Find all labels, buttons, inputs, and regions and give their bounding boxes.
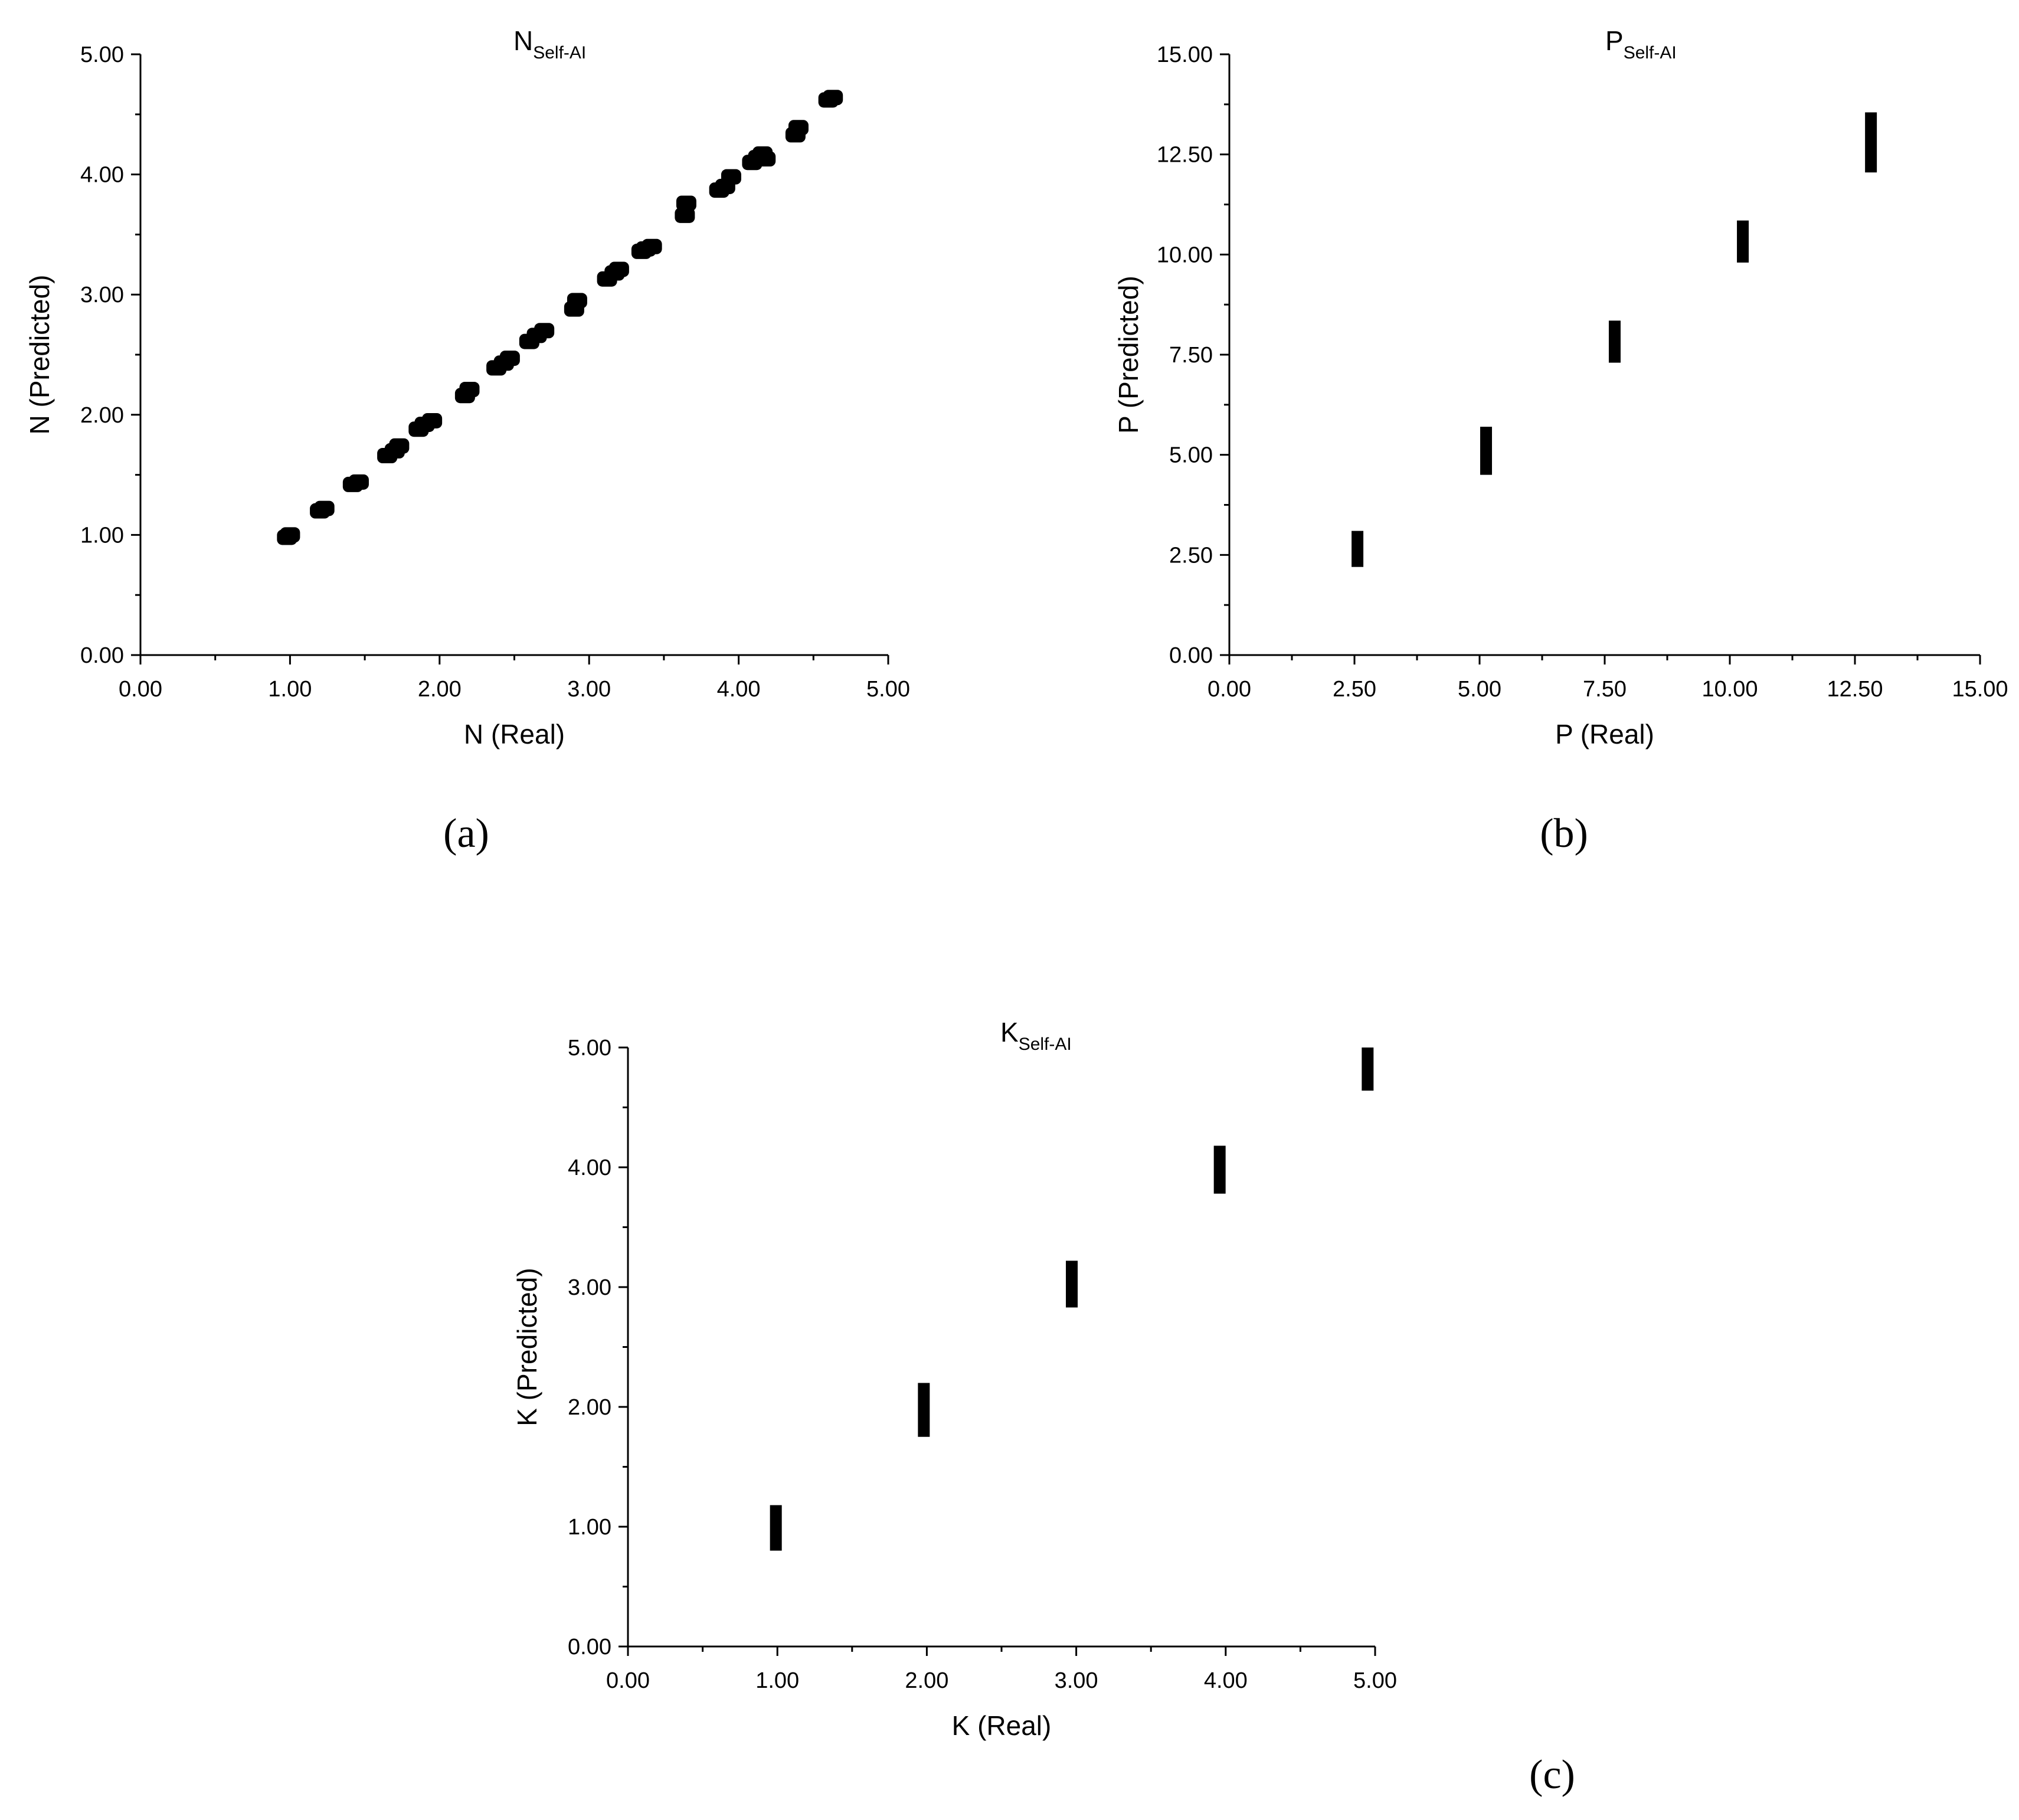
data-point (422, 413, 443, 428)
panel-label: (a) (443, 811, 489, 856)
chart-title: PSelf-AI (1605, 25, 1677, 63)
y-tick-label: 2.00 (568, 1395, 611, 1420)
data-point (1480, 427, 1493, 475)
data-point (1362, 1048, 1374, 1091)
x-tick-label: 12.50 (1827, 677, 1883, 702)
x-tick-label: 1.00 (755, 1668, 799, 1693)
data-point (567, 293, 587, 309)
x-tick-label: 2.00 (905, 1668, 948, 1693)
data-point (348, 474, 369, 490)
x-tick-label: 4.00 (717, 677, 761, 702)
data-point (823, 90, 843, 106)
title-subscript: Self-AI (1019, 1035, 1072, 1054)
x-axis-label: N (Real) (464, 719, 565, 749)
x-tick-label: 0.00 (606, 1668, 650, 1693)
data-point (1608, 320, 1621, 363)
y-tick-label: 1.00 (568, 1515, 611, 1540)
title-subscript: Self-AI (1624, 43, 1677, 63)
y-tick-label: 2.50 (1169, 543, 1213, 568)
data-point (770, 1505, 782, 1551)
x-tick-label: 2.50 (1333, 677, 1376, 702)
data-point (642, 238, 662, 254)
x-tick-label: 5.00 (1458, 677, 1501, 702)
y-tick-label: 5.00 (568, 1036, 611, 1060)
chart-b: 0.00 0.00 2.50 2.50 5.00 5.00 7.50 7.50 10.00 10.… (1113, 25, 2008, 856)
x-tick-label: 4.00 (1204, 1668, 1248, 1693)
data-point (534, 323, 555, 339)
x-tick-label: 7.50 (1583, 677, 1627, 702)
data-point (676, 195, 696, 211)
x-tick-label: 0.00 (119, 677, 162, 702)
panel-label: (b) (1540, 811, 1588, 856)
y-axis-label: N (Predicted) (24, 275, 55, 435)
x-tick-label: 5.00 (866, 677, 910, 702)
y-tick-label: 3.00 (568, 1275, 611, 1300)
title-subscript: Self-AI (533, 43, 586, 63)
data-point (314, 500, 335, 516)
data-point (1352, 531, 1364, 567)
y-tick-label: 0.00 (1169, 643, 1213, 668)
y-tick-label: 3.00 (80, 283, 124, 307)
x-tick-label: 3.00 (1055, 1668, 1098, 1693)
data-point (675, 207, 695, 223)
x-tick-label: 15.00 (1952, 677, 2008, 702)
data-point (1737, 220, 1749, 263)
chart-a: 0.00 0.00 1.00 1.00 2.00 2.00 3.00 3.00 4.00 4.00… (24, 25, 910, 856)
y-axis-label: P (Predicted) (1113, 276, 1144, 434)
data-point (721, 169, 741, 185)
y-tick-label: 10.00 (1157, 243, 1213, 267)
y-tick-label: 0.00 (568, 1635, 611, 1659)
data-point (280, 527, 300, 543)
title-main: N (513, 25, 533, 56)
y-tick-label: 7.50 (1169, 343, 1213, 368)
y-tick-label: 4.00 (80, 163, 124, 188)
data-point (788, 120, 809, 136)
x-tick-label: 2.00 (418, 677, 462, 702)
x-axis-label: P (Real) (1555, 719, 1654, 749)
data-point (459, 382, 480, 398)
data-point (608, 261, 629, 277)
data-point (389, 438, 410, 454)
x-tick-label: 1.00 (268, 677, 312, 702)
panel-label: (c) (1529, 1752, 1575, 1798)
data-point (499, 351, 520, 366)
y-tick-label: 0.00 (80, 643, 124, 668)
y-tick-label: 2.00 (80, 403, 124, 428)
data-point (1213, 1145, 1226, 1194)
title-main: P (1605, 25, 1624, 56)
y-tick-label: 5.00 (1169, 443, 1213, 468)
x-tick-label: 5.00 (1353, 1668, 1397, 1693)
x-axis-label: K (Real) (952, 1710, 1052, 1741)
chart-c: 0.00 0.00 1.00 1.00 2.00 2.00 3.00 3.00 4.00 4.00… (512, 1017, 1575, 1798)
x-tick-label: 3.00 (567, 677, 611, 702)
y-tick-label: 12.50 (1157, 143, 1213, 168)
y-tick-label: 4.00 (568, 1155, 611, 1180)
data-point (1066, 1261, 1078, 1308)
y-tick-label: 5.00 (80, 42, 124, 67)
title-main: K (1000, 1017, 1019, 1048)
y-axis-label: K (Predicted) (512, 1268, 542, 1426)
x-tick-label: 0.00 (1208, 677, 1251, 702)
data-point (755, 151, 776, 167)
data-point (1865, 112, 1877, 173)
data-point (918, 1383, 930, 1437)
y-tick-label: 15.00 (1157, 42, 1213, 67)
x-tick-label: 10.00 (1701, 677, 1758, 702)
chart-title: NSelf-AI (513, 25, 586, 63)
chart-title: KSelf-AI (1000, 1017, 1072, 1054)
y-tick-label: 1.00 (80, 523, 124, 548)
